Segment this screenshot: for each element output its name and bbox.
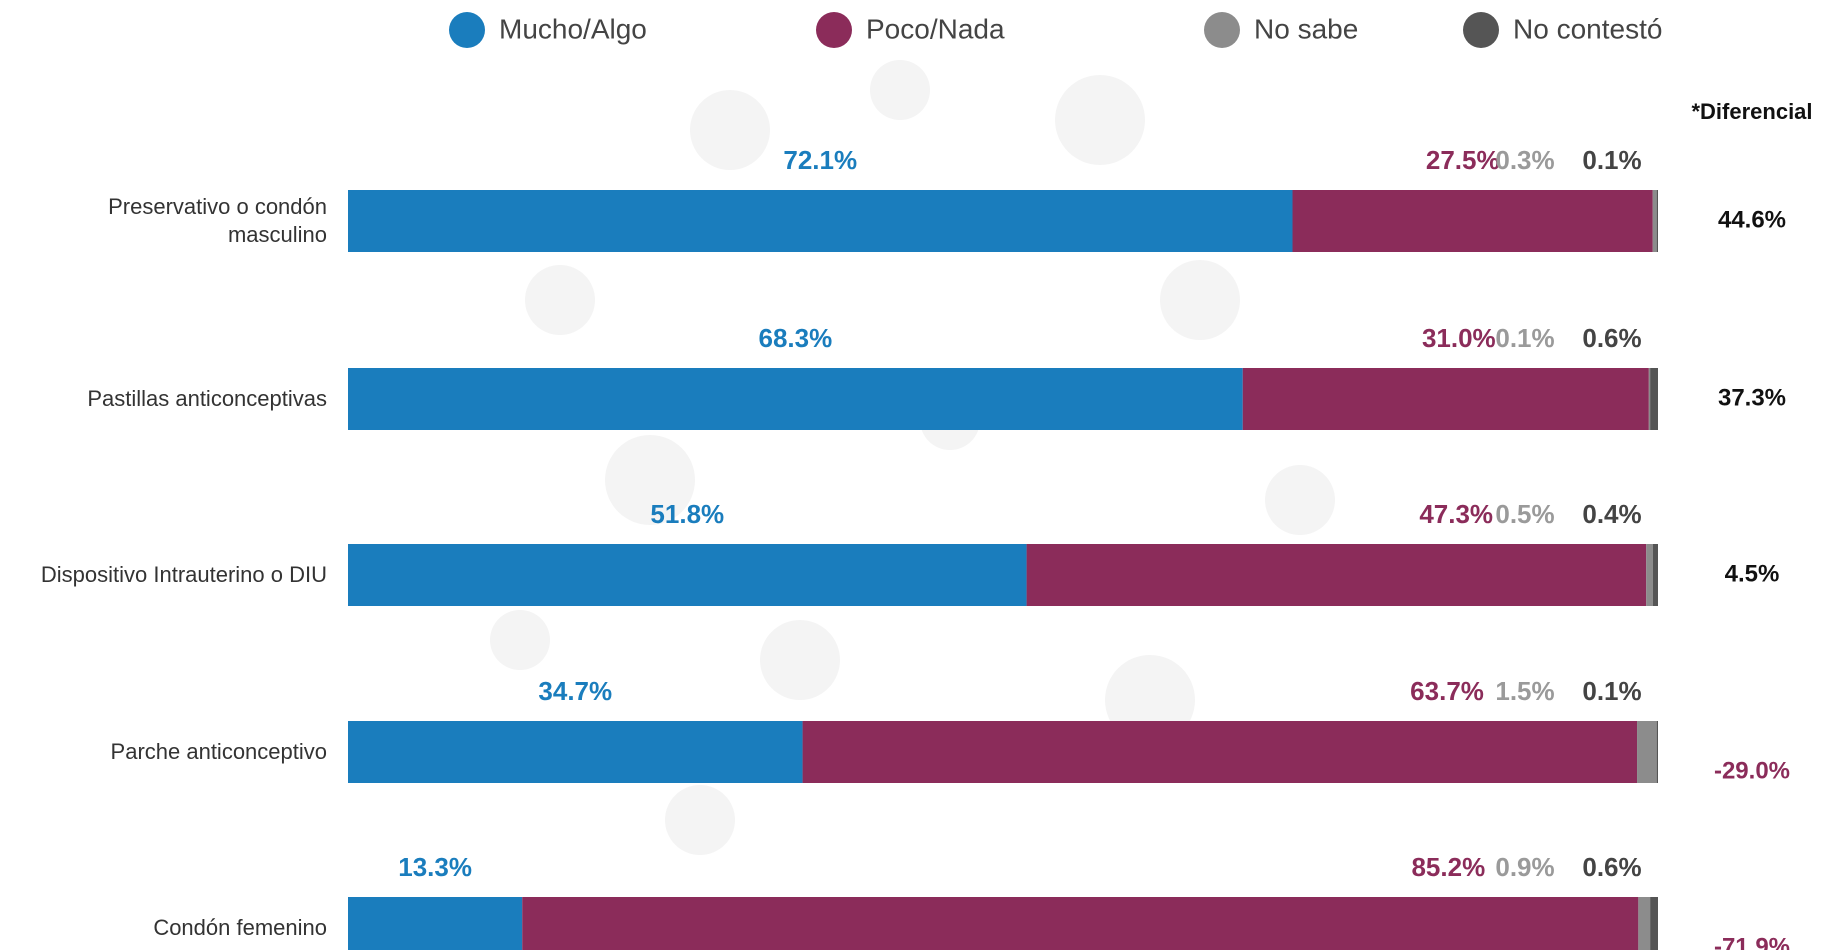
bar-segment	[1026, 544, 1647, 606]
bar-segment	[1648, 368, 1651, 430]
bar-segment	[1638, 897, 1651, 950]
bar-segment	[1656, 190, 1658, 252]
bar-segment	[1656, 721, 1658, 783]
value-label: 31.0%	[1422, 323, 1496, 353]
value-label: 0.3%	[1495, 145, 1554, 175]
bar-segment	[1652, 544, 1658, 606]
legend-label: Mucho/Algo	[499, 13, 647, 44]
bar-segment	[1637, 721, 1657, 783]
value-label: 0.9%	[1495, 852, 1554, 882]
bar-segment	[348, 897, 523, 950]
bar-segment	[348, 544, 1027, 606]
value-label: 63.7%	[1410, 676, 1484, 706]
value-label: 72.1%	[783, 145, 857, 175]
category-label: Dispositivo Intrauterino o DIU	[40, 562, 327, 587]
differential-label: 37.3%	[1718, 384, 1786, 411]
differential-label: 4.5%	[1725, 560, 1780, 587]
bar-segment	[348, 368, 1243, 430]
value-label: 0.4%	[1582, 499, 1641, 529]
category-label: Pastillas anticonceptivas	[87, 386, 327, 411]
value-label: 0.1%	[1582, 676, 1641, 706]
legend-label: Poco/Nada	[866, 13, 1005, 44]
value-label: 1.5%	[1495, 676, 1554, 706]
value-label: 0.5%	[1495, 499, 1554, 529]
bar-segment	[1242, 368, 1649, 430]
legend-swatch	[449, 12, 485, 48]
bar-segment	[802, 721, 1638, 783]
legend-swatch	[1463, 12, 1499, 48]
value-label: 0.6%	[1582, 323, 1641, 353]
legend-swatch	[1204, 12, 1240, 48]
category-label: Condón femenino	[153, 915, 327, 940]
value-label: 0.1%	[1582, 145, 1641, 175]
value-label: 51.8%	[650, 499, 724, 529]
value-label: 34.7%	[538, 676, 612, 706]
legend-label: No sabe	[1254, 13, 1358, 44]
value-label: 13.3%	[398, 852, 472, 882]
bar-segment	[1652, 190, 1657, 252]
value-label: 68.3%	[758, 323, 832, 353]
value-label: 0.1%	[1495, 323, 1554, 353]
differential-label: -71.9%	[1714, 933, 1790, 950]
differential-label: -29.0%	[1714, 757, 1790, 784]
category-label: Parche anticonceptivo	[110, 739, 327, 764]
bar-segment	[348, 721, 803, 783]
bar-segment	[1650, 897, 1658, 950]
value-label: 47.3%	[1419, 499, 1493, 529]
bar-segment	[1292, 190, 1653, 252]
value-label: 0.6%	[1582, 852, 1641, 882]
legend-label: No contestó	[1513, 13, 1662, 44]
bar-segment	[1650, 368, 1658, 430]
bar-segment	[522, 897, 1639, 950]
value-label: 85.2%	[1411, 852, 1485, 882]
bar-segment	[1646, 544, 1653, 606]
differential-header: *Diferencial	[1691, 99, 1812, 124]
value-label: 27.5%	[1426, 145, 1500, 175]
differential-label: 44.6%	[1718, 206, 1786, 233]
legend-swatch	[816, 12, 852, 48]
category-label: Preservativo o condón masculino	[108, 194, 327, 247]
bar-segment	[348, 190, 1293, 252]
